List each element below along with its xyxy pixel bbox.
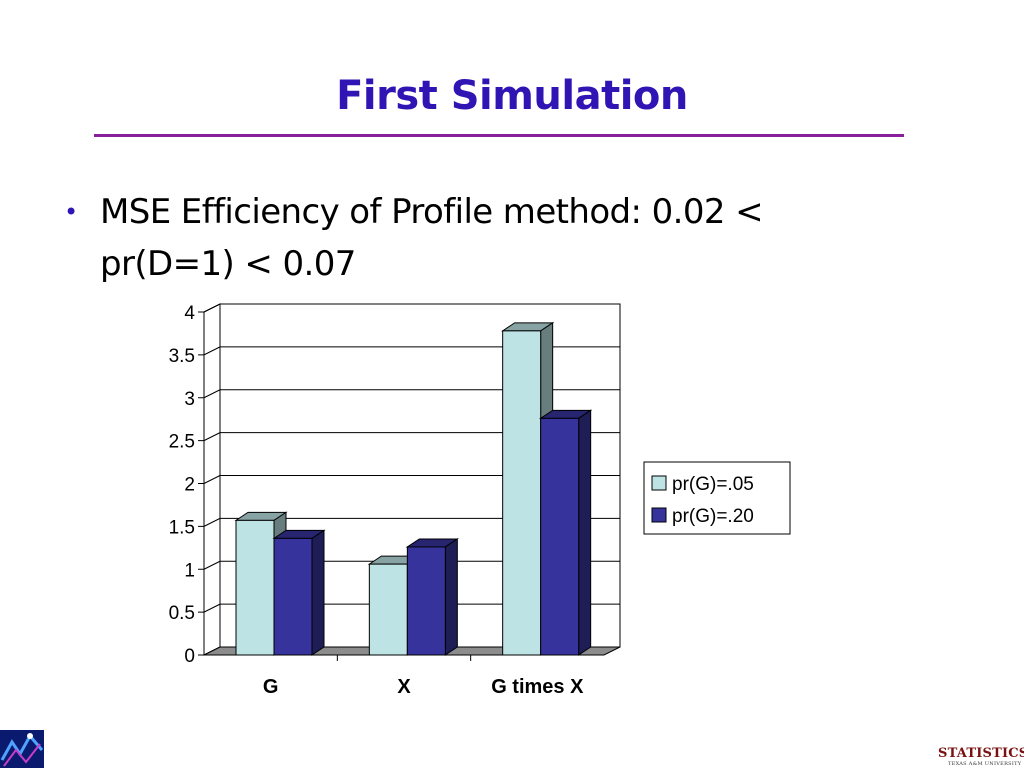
gridline-side [203, 389, 221, 399]
bar-side [311, 529, 325, 656]
y-tick-label: 3.5 [169, 346, 195, 367]
y-tick-label: 1 [184, 560, 195, 581]
legend-box [643, 461, 791, 535]
legend-label: pr(G)=.20 [672, 506, 754, 527]
gridline-side [203, 432, 221, 442]
x-tick-label: G times X [491, 676, 584, 698]
chart-bars [234, 321, 593, 656]
legend-swatch [651, 475, 667, 491]
y-tick-label: 2 [184, 475, 195, 496]
bar [405, 538, 459, 656]
bar-front [273, 537, 313, 656]
bullet-dot-icon: • [64, 198, 78, 226]
gridline-side [203, 303, 221, 313]
logo-subtext: TEXAS A&M UNIVERSITY [948, 761, 1022, 767]
y-tick-label: 1.5 [169, 517, 195, 538]
bar-front [540, 417, 580, 656]
x-tick-label: G [263, 676, 279, 698]
y-tick-label: 2.5 [169, 432, 195, 453]
bullet-text: MSE Efficiency of Profile method: 0.02 <… [100, 192, 764, 284]
gridline-side [203, 517, 221, 527]
y-tick-label: 3 [184, 389, 195, 410]
bar-front [368, 563, 408, 656]
bar [539, 409, 593, 656]
x-tick-label: X [397, 676, 411, 698]
gridline-side [203, 603, 221, 613]
chart-legend: pr(G)=.05 pr(G)=.20 [643, 461, 791, 535]
bar-side [578, 409, 592, 656]
bar-front [502, 330, 542, 656]
y-tick-label: 0 [184, 646, 195, 667]
corner-graphic-icon [0, 730, 44, 768]
slide-title: First Simulation [336, 73, 688, 119]
legend-swatch [651, 507, 667, 523]
bar [272, 529, 326, 656]
chart-x-axis: G X G times X [204, 654, 604, 698]
gridline-side [203, 560, 221, 570]
bar-front [406, 546, 446, 656]
bar-front [235, 519, 275, 656]
chart-y-axis: 0 0.5 1 1.5 2 2.5 3 3.5 4 [169, 303, 205, 667]
statistics-logo: STATISTICS TEXAS A&M UNIVERSITY [932, 744, 1024, 768]
gridline-side [203, 475, 221, 484]
logo-text: STATISTICS [938, 746, 1024, 761]
y-tick-label: 4 [184, 303, 195, 324]
legend-label: pr(G)=.05 [672, 474, 754, 495]
title-divider [94, 134, 904, 137]
gridline-side [203, 346, 221, 356]
y-tick-label: 0.5 [169, 603, 195, 624]
bar-side [444, 538, 458, 656]
